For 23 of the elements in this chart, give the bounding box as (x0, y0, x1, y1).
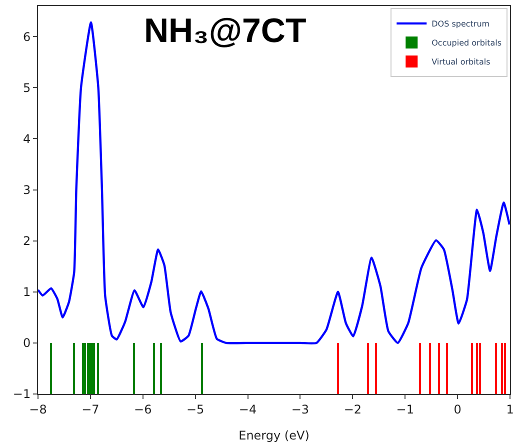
y-tick-label: 5 (22, 80, 31, 95)
legend-label: DOS spectrum (432, 20, 490, 29)
x-tick-label: −3 (291, 402, 310, 416)
x-tick-label: −2 (344, 402, 362, 416)
y-tick-label: 2 (22, 234, 31, 248)
x-tick-label: 0 (454, 402, 462, 416)
y-tick-label: 4 (22, 132, 31, 146)
y-tick-label: 3 (22, 182, 31, 197)
y-tick-label: 6 (22, 30, 31, 44)
legend-label: Occupied orbitals (432, 38, 502, 48)
y-tick-label: 1 (22, 285, 31, 300)
x-tick-label: −1 (396, 402, 414, 416)
x-tick-label: −4 (238, 402, 257, 416)
x-tick-label: −8 (29, 402, 47, 416)
y-tick-label: −1 (12, 387, 31, 402)
x-tick-label: 1 (506, 402, 514, 416)
legend-label: Virtual orbitals (432, 58, 490, 67)
x-tick-label: −6 (134, 402, 152, 416)
x-tick-label: −7 (82, 402, 100, 416)
annotation: NH₃@7CT (144, 12, 306, 50)
x-tick-label: −5 (186, 402, 204, 416)
x-axis-title: Energy (eV) (238, 428, 310, 442)
y-tick-label: 0 (22, 336, 31, 350)
